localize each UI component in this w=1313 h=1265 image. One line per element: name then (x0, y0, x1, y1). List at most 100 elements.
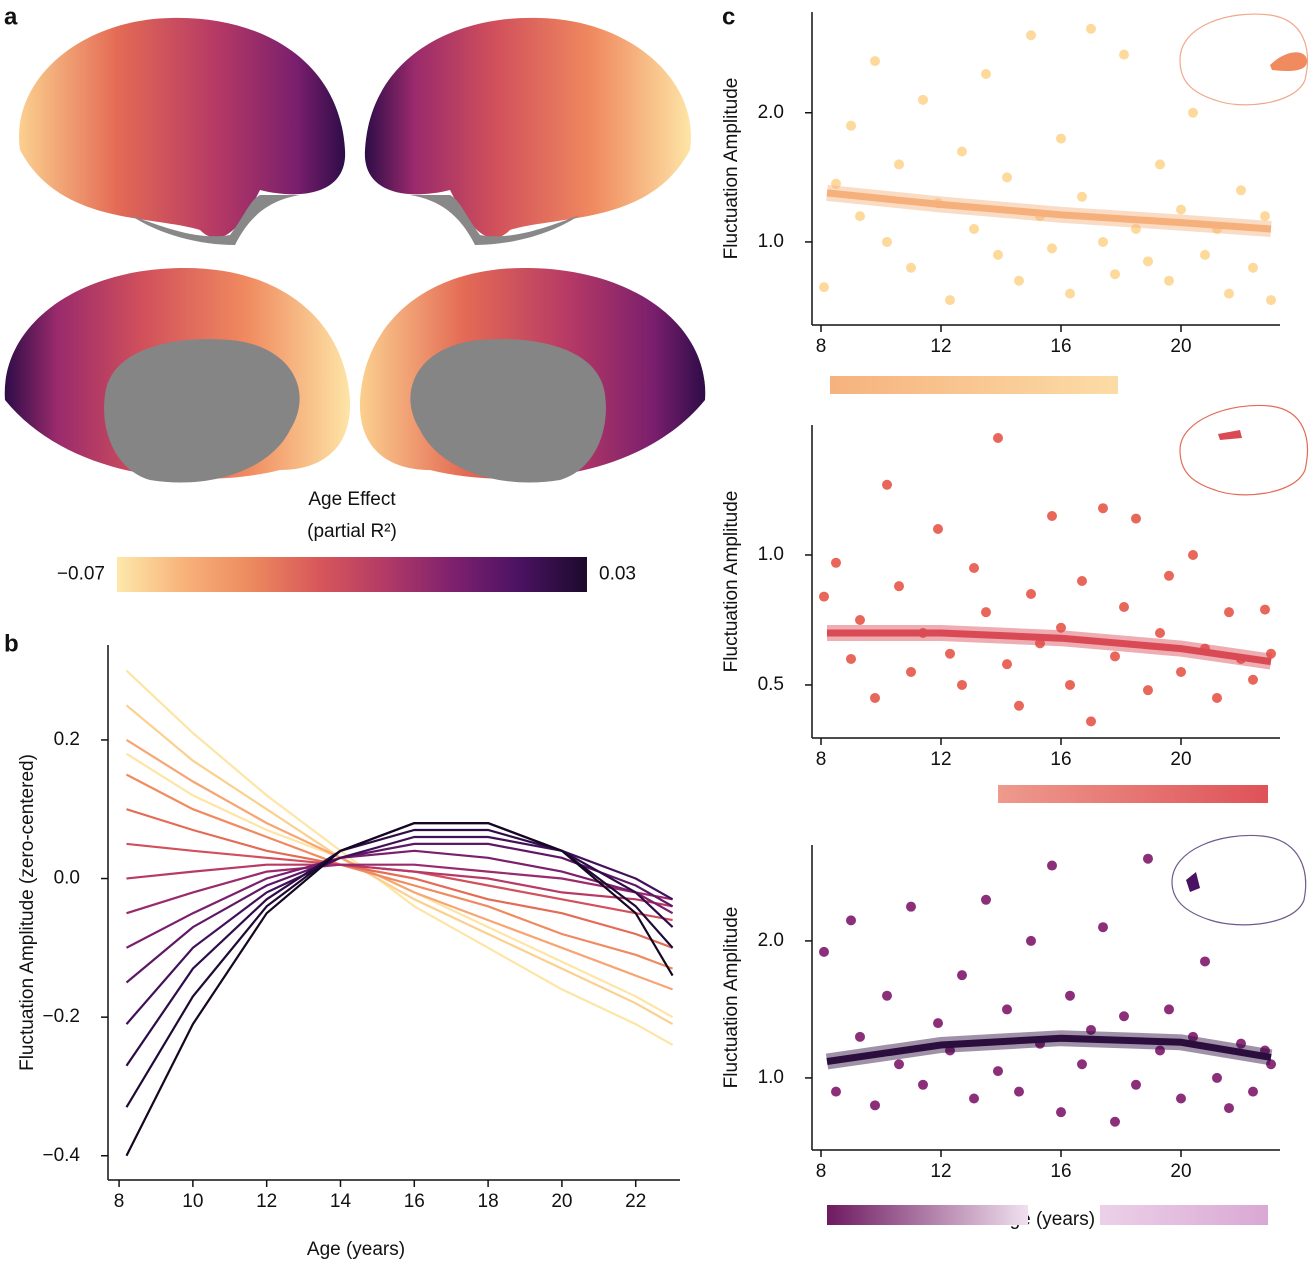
point (1200, 249, 1210, 260)
point (894, 159, 904, 170)
x-tick-label: 12 (930, 1161, 951, 1182)
point (918, 94, 928, 105)
age-band (830, 376, 1118, 394)
x-tick-label: 8 (816, 336, 827, 357)
point (969, 1093, 979, 1104)
y-tick-label: 1.0 (758, 544, 784, 565)
x-tick-label: 20 (1170, 336, 1191, 357)
point (1077, 575, 1087, 586)
point (1086, 23, 1096, 34)
y-tick-label: −0.4 (42, 1145, 80, 1166)
point (906, 901, 916, 912)
brain-icon (1179, 13, 1309, 106)
line (125, 773, 673, 970)
point (906, 666, 916, 677)
point (1077, 191, 1087, 202)
point (1098, 503, 1108, 514)
point (1164, 570, 1174, 581)
x-tick-label: 12 (930, 749, 951, 770)
point (957, 146, 967, 157)
brain-left-lateral (19, 17, 346, 238)
point (846, 653, 856, 664)
point (1155, 159, 1165, 170)
point (1131, 513, 1141, 524)
x-tick-label: 16 (1050, 336, 1071, 357)
point (1047, 510, 1057, 521)
point (1098, 922, 1108, 933)
point (819, 946, 829, 957)
x-tick-label: 22 (625, 1191, 646, 1212)
point (1110, 651, 1120, 662)
point (918, 1079, 928, 1090)
x-tick-label: 16 (1050, 1161, 1071, 1182)
y-tick-label: −0.2 (42, 1006, 80, 1027)
point (1086, 716, 1096, 727)
panel-label: c (722, 3, 735, 30)
point (1131, 1079, 1141, 1090)
age-band (998, 785, 1268, 803)
point (1026, 30, 1036, 41)
point (855, 1031, 865, 1042)
point (1248, 1086, 1258, 1097)
point (1212, 692, 1222, 703)
x-tick-label: 8 (114, 1191, 125, 1212)
brain-wall (104, 339, 300, 483)
region-highlight (1186, 872, 1200, 892)
point (882, 236, 892, 247)
brain-right-lateral (364, 17, 691, 238)
region-highlight (1218, 430, 1242, 440)
line (125, 822, 674, 1157)
y-tick-label: 2.0 (758, 930, 784, 951)
line (126, 808, 673, 949)
point (882, 479, 892, 490)
x-tick-label: 18 (478, 1191, 499, 1212)
point (1110, 269, 1120, 280)
point (819, 282, 829, 293)
region-icons (1171, 13, 1309, 926)
point (1176, 204, 1186, 215)
x-tick-label: 8 (816, 1161, 827, 1182)
brain-surfaces (4, 17, 706, 483)
point (981, 607, 991, 618)
x-tick-label: 10 (182, 1191, 203, 1212)
x-tick-label: 20 (1170, 1161, 1191, 1182)
point (1098, 236, 1108, 247)
colorbar-title: Age Effect (308, 489, 396, 510)
brain-cut (130, 195, 300, 245)
colorbar-tick-label: 0.03 (599, 564, 636, 585)
point (855, 211, 865, 222)
point (1143, 685, 1153, 696)
point (993, 249, 1003, 260)
line (125, 849, 674, 949)
point (1002, 1004, 1012, 1015)
point (1065, 288, 1075, 299)
point (1047, 243, 1057, 254)
y-axis-label: Fluctuation Amplitude (721, 491, 742, 673)
fit-line (826, 189, 1272, 233)
age-band (1100, 1205, 1268, 1225)
point (1119, 601, 1129, 612)
point (1260, 211, 1270, 222)
point (1065, 679, 1075, 690)
y-axis-label: Fluctuation Amplitude (721, 907, 742, 1089)
line (125, 835, 674, 1025)
point (1143, 256, 1153, 267)
point (981, 894, 991, 905)
y-tick-label: 2.0 (758, 102, 784, 123)
point (1056, 1107, 1066, 1118)
point (1176, 1093, 1186, 1104)
x-tick-label: 20 (551, 1191, 572, 1212)
point (1077, 1059, 1087, 1070)
point (870, 692, 880, 703)
x-tick-label: 16 (404, 1191, 425, 1212)
point (846, 915, 856, 926)
y-tick-label: 1.0 (758, 231, 784, 252)
point (1155, 627, 1165, 638)
y-tick-label: 0.0 (54, 868, 80, 889)
brain-icon (1171, 834, 1307, 926)
point (1248, 674, 1258, 685)
point (1014, 700, 1024, 711)
point (1014, 1086, 1024, 1097)
point (846, 120, 856, 131)
